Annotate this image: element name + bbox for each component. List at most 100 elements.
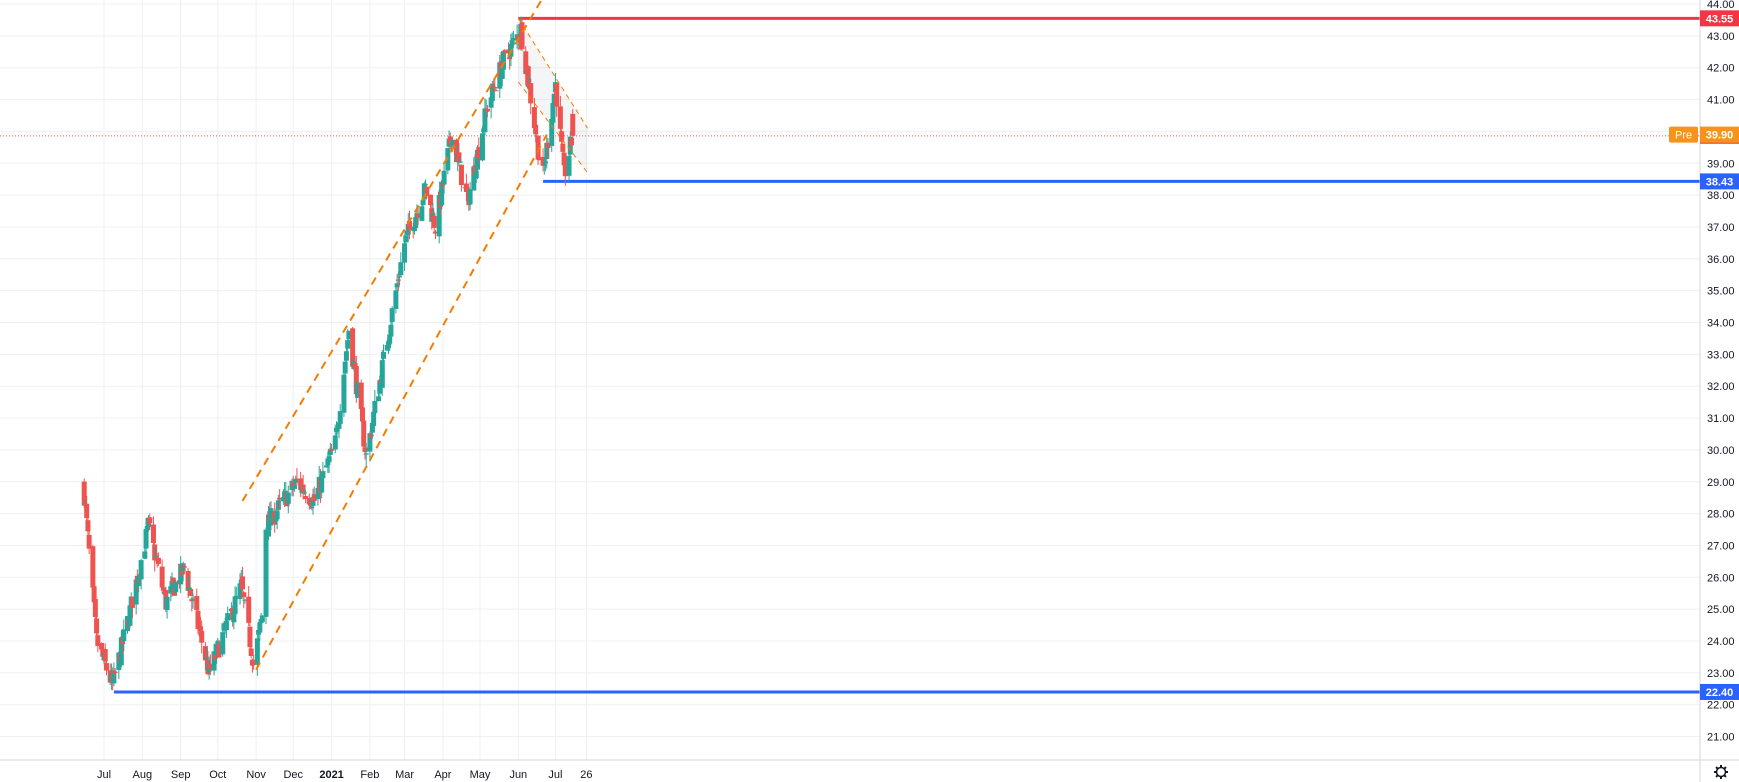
y-tick-label: 44.00 (1707, 0, 1735, 11)
candle-body (463, 183, 469, 193)
y-tick-label: 22.00 (1707, 700, 1735, 712)
candle-body (90, 546, 96, 588)
badge-label: 38.43 (1706, 176, 1734, 188)
candle-down (92, 594, 98, 621)
candle-body (528, 83, 534, 104)
y-tick-label: 29.00 (1707, 477, 1735, 489)
candle-down (150, 516, 156, 548)
candle-body (220, 632, 226, 655)
candle-body (489, 83, 495, 102)
y-tick-label: 24.00 (1707, 636, 1735, 648)
badge-bg (1700, 10, 1739, 27)
candle-body (232, 596, 238, 615)
candle-body (559, 131, 565, 142)
candle-up (268, 501, 274, 531)
candle-body (259, 615, 265, 623)
candle-down (562, 157, 568, 186)
candle-body (306, 497, 312, 505)
candle-body (194, 595, 200, 610)
candle-body (86, 534, 92, 549)
candle-body (189, 599, 195, 602)
candle-body (535, 135, 541, 160)
candle-up (337, 404, 343, 429)
candle-body (379, 360, 385, 388)
y-tick-label: 36.00 (1707, 254, 1735, 266)
candle-body (456, 152, 462, 162)
candle-body (199, 631, 205, 643)
candle-up (293, 475, 299, 486)
candle-body (159, 566, 165, 588)
candle-up (544, 135, 550, 169)
candle-body (273, 517, 279, 522)
candle-body (121, 629, 127, 641)
y-tick-label: 21.00 (1707, 732, 1735, 744)
candle-body (223, 620, 229, 630)
candle-down (251, 655, 257, 670)
candle-body (566, 155, 572, 176)
candle-body (212, 653, 218, 659)
candle-up (420, 198, 426, 216)
candle-down (362, 438, 368, 460)
candle-down (248, 643, 254, 659)
candle-down (329, 443, 335, 451)
candle-body (170, 577, 176, 584)
candle-up (341, 373, 347, 417)
candle-body (95, 635, 101, 647)
candle-down (415, 207, 421, 225)
candle-down (311, 486, 317, 503)
candle-body (147, 517, 153, 524)
flag-upper-line[interactable] (517, 18, 589, 129)
channel-upper-line[interactable] (241, 0, 547, 502)
candle-up (398, 252, 404, 278)
candle-down (554, 82, 560, 117)
candle-body (493, 90, 499, 92)
candle-up (441, 163, 447, 194)
badge-label: 39.90 (1706, 130, 1734, 142)
candle-body (457, 161, 463, 163)
candle-body (385, 341, 391, 349)
candle-body (428, 194, 434, 206)
gear-icon[interactable] (1714, 765, 1728, 779)
candle-body (91, 586, 97, 603)
chart-controls[interactable] (1714, 765, 1728, 779)
candle-body (310, 497, 316, 506)
candle-body (458, 164, 464, 186)
candle-body (173, 581, 179, 593)
candle-body (358, 382, 364, 410)
x-tick-label: Aug (133, 769, 153, 781)
candle-up (403, 235, 409, 246)
candle-up (285, 485, 291, 514)
flag-lower-line[interactable] (517, 81, 588, 174)
candle-body (129, 596, 135, 608)
candle-down (300, 474, 306, 500)
candle-body (231, 612, 237, 623)
candle-up (445, 148, 451, 175)
candle-up (489, 80, 495, 107)
candle-body (275, 500, 281, 510)
candle-up (473, 170, 479, 184)
candle-down (545, 138, 551, 159)
candle-body (138, 560, 144, 580)
x-tick-label: Apr (434, 769, 451, 781)
candle-body (335, 429, 341, 431)
candle-body (160, 587, 166, 591)
candle-body (388, 324, 394, 337)
level-lines (0, 16, 1700, 694)
trend-lines[interactable] (241, 0, 589, 671)
channel-lower-line[interactable] (255, 134, 548, 671)
x-tick-label: 2021 (319, 769, 343, 781)
candle-body (441, 170, 447, 185)
candle-down (240, 566, 246, 592)
candle-body (545, 142, 551, 149)
candle-body (283, 490, 289, 492)
candle-body (257, 622, 263, 633)
candle-body (519, 22, 525, 50)
candle-body (315, 487, 321, 500)
candle-body (359, 407, 365, 422)
y-tick-label: 37.00 (1707, 222, 1735, 234)
candle-body (164, 596, 170, 610)
candle-up (225, 606, 231, 630)
